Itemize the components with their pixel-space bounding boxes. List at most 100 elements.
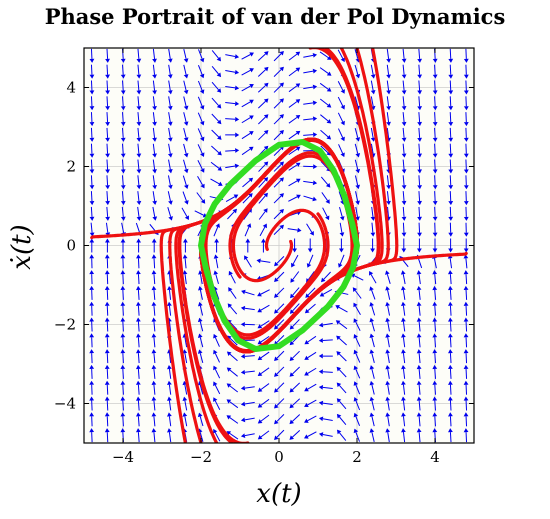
field-arrow-shaft xyxy=(121,206,124,217)
field-arrow xyxy=(182,270,188,285)
field-arrow-shaft xyxy=(244,291,255,296)
field-arrow-shaft xyxy=(184,258,187,269)
field-arrow-head xyxy=(151,333,157,338)
field-arrow xyxy=(152,159,157,174)
field-arrow-head xyxy=(263,51,269,56)
field-arrow-head xyxy=(184,200,189,205)
field-arrow xyxy=(211,129,222,140)
field-arrow xyxy=(211,81,222,93)
field-arrow-shaft xyxy=(449,96,452,107)
field-arrow-head xyxy=(463,333,469,338)
field-arrow-shaft xyxy=(229,401,239,409)
field-arrow-head xyxy=(151,349,157,354)
field-arrow-shaft xyxy=(322,402,333,405)
field-arrow-head xyxy=(318,353,323,359)
field-arrow-head xyxy=(105,153,110,158)
field-arrow xyxy=(89,254,95,269)
field-arrow xyxy=(135,317,141,332)
field-arrow-shaft xyxy=(434,416,436,427)
field-arrow-head xyxy=(120,153,126,158)
field-arrow xyxy=(105,112,110,127)
field-arrow-shaft xyxy=(137,191,140,202)
field-arrow-head xyxy=(226,431,232,436)
field-arrow-shaft xyxy=(307,303,316,312)
field-arrow xyxy=(152,127,157,142)
field-arrow-head xyxy=(167,428,172,433)
field-arrow xyxy=(183,159,189,174)
field-arrow-head xyxy=(120,333,126,338)
field-arrow xyxy=(337,49,345,63)
field-arrow-shaft xyxy=(303,86,314,90)
field-arrow-head xyxy=(197,412,203,418)
field-arrow-shaft xyxy=(183,48,187,59)
field-arrow xyxy=(401,238,407,253)
field-arrow-head xyxy=(417,74,423,79)
field-arrow xyxy=(385,317,391,332)
field-arrow-head xyxy=(151,254,157,259)
field-arrow-head xyxy=(136,238,141,243)
field-arrow-head xyxy=(89,333,95,338)
field-arrow xyxy=(258,177,269,188)
field-arrow xyxy=(89,191,95,206)
field-arrow-head xyxy=(216,103,222,109)
field-arrow-head xyxy=(104,317,110,322)
field-arrow xyxy=(120,206,126,221)
field-arrow xyxy=(240,385,255,391)
field-arrow xyxy=(369,286,376,300)
field-arrow-shaft xyxy=(292,254,299,265)
field-arrow-shaft xyxy=(434,80,436,91)
field-arrow-head xyxy=(448,248,453,253)
field-arrow-shaft xyxy=(106,384,109,395)
field-arrow-shaft xyxy=(387,305,391,316)
field-arrow-shaft xyxy=(122,337,124,348)
field-arrow-shaft xyxy=(322,339,333,341)
field-arrow-shaft xyxy=(211,66,219,75)
field-arrow-head xyxy=(279,208,284,214)
field-arrow-shaft xyxy=(273,148,282,157)
field-arrow-head xyxy=(401,301,406,307)
field-arrow-head xyxy=(432,285,438,291)
chart-title: Phase Portrait of van der Pol Dynamics xyxy=(44,4,506,29)
field-arrow-head xyxy=(256,258,261,264)
field-arrow-head xyxy=(432,121,438,127)
y-tick-label: −4 xyxy=(54,395,76,413)
field-arrow-shaft xyxy=(386,64,390,75)
field-arrow-head xyxy=(152,58,157,63)
field-arrow-shaft xyxy=(418,143,421,154)
field-arrow xyxy=(273,208,284,220)
field-arrow xyxy=(211,145,222,156)
field-arrow-shaft xyxy=(227,211,235,220)
field-arrow-shaft xyxy=(418,432,421,443)
field-arrow-shaft xyxy=(260,320,270,327)
field-arrow-head xyxy=(417,216,422,221)
field-arrow xyxy=(417,143,423,158)
field-arrow-shaft xyxy=(418,368,421,379)
field-arrow-shaft xyxy=(167,207,172,217)
field-arrow-head xyxy=(318,369,323,375)
field-arrow-head xyxy=(401,412,406,417)
field-arrow-shaft xyxy=(260,430,270,438)
field-arrow-head xyxy=(386,90,391,95)
field-arrow-shaft xyxy=(152,159,156,170)
field-arrow xyxy=(120,238,126,253)
field-arrow-head xyxy=(274,261,279,267)
field-arrow-head xyxy=(89,380,95,385)
field-arrow-head xyxy=(463,106,469,111)
field-arrow xyxy=(183,96,189,111)
field-arrow-head xyxy=(448,428,453,433)
field-arrow xyxy=(337,81,345,94)
field-arrow-shaft xyxy=(106,175,109,186)
field-arrow-head xyxy=(312,52,318,58)
field-arrow-head xyxy=(416,317,422,322)
field-arrow-head xyxy=(326,119,332,124)
field-arrow-head xyxy=(369,333,375,339)
field-arrow-shaft xyxy=(402,191,405,202)
field-arrow xyxy=(353,302,361,316)
field-arrow-shaft xyxy=(260,398,270,406)
field-arrow-shaft xyxy=(273,53,282,62)
field-arrow-shaft xyxy=(211,145,220,154)
field-arrow-shaft xyxy=(449,400,452,411)
field-arrow xyxy=(152,191,158,206)
field-arrow xyxy=(305,287,316,298)
field-arrow xyxy=(197,96,205,110)
